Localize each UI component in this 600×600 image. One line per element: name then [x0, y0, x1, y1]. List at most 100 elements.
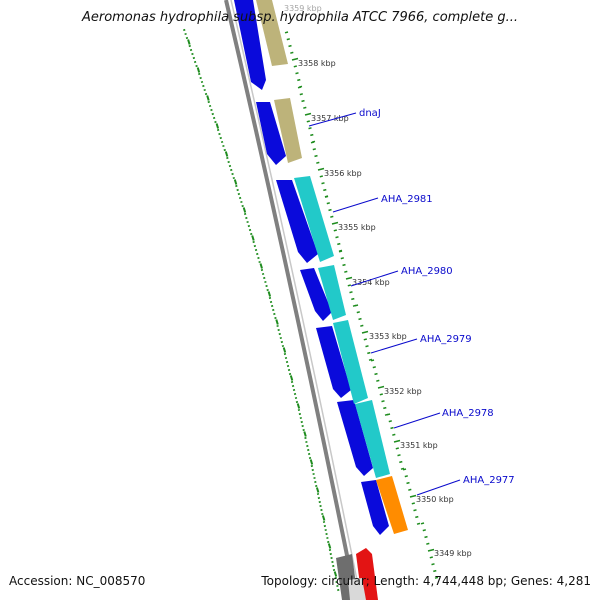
gc-tick: [272, 308, 275, 312]
gc-tick: [242, 207, 247, 213]
gc-tick: [245, 216, 248, 220]
ruler-tick: [370, 359, 375, 362]
gc-tick: [304, 436, 307, 440]
ruler-label: 3356 kbp: [324, 169, 362, 178]
gc-tick: [202, 84, 205, 88]
gene-label-aha-2979[interactable]: AHA_2979: [420, 334, 472, 345]
gc-tick: [266, 288, 269, 292]
cds-feature[interactable]: [316, 326, 351, 398]
gc-tick: [307, 448, 310, 452]
gc-tick: [223, 148, 226, 152]
gc-tick: [215, 123, 220, 129]
ruler-tick: [427, 548, 435, 552]
ruler-tick: [392, 433, 396, 436]
gene-label-aha-2981[interactable]: AHA_2981: [381, 194, 433, 205]
trna-feature[interactable]: [274, 98, 302, 163]
gc-tick: [306, 444, 309, 448]
ruler-tick: [310, 133, 314, 137]
other-gene-block[interactable]: [376, 476, 408, 534]
gc-tick: [268, 296, 272, 300]
ruler-tick: [415, 515, 419, 519]
gc-tick: [291, 384, 295, 388]
ruler-label: 3353 kbp: [369, 332, 407, 341]
ruler-tick: [288, 44, 292, 48]
gc-tick: [287, 368, 291, 372]
ruler-tick: [321, 182, 325, 185]
gene-labels: dnaJ AHA_2981 AHA_2980 AHA_2979 AHA_2978…: [359, 108, 515, 486]
gc-tick: [206, 95, 210, 101]
gc-tick: [289, 375, 294, 381]
gc-tick: [328, 548, 332, 552]
gc-tick: [247, 224, 251, 228]
ruler-tick: [299, 93, 303, 96]
gc-tick: [290, 380, 294, 384]
cds-feature[interactable]: [234, 0, 266, 90]
gc-tick: [277, 328, 280, 332]
gene-block[interactable]: [294, 176, 334, 262]
gc-tick: [332, 564, 335, 568]
gc-tick: [315, 487, 320, 493]
cds-feature[interactable]: [337, 400, 373, 476]
ruler-tick: [365, 345, 369, 348]
trna-feature[interactable]: [256, 0, 288, 66]
gene-label-dnaJ[interactable]: dnaJ: [359, 108, 381, 119]
ruler-tick: [393, 439, 401, 443]
gc-tick: [318, 500, 321, 504]
topology-summary: Topology: circular; Length: 4,744,448 bp…: [261, 574, 591, 588]
gene-block[interactable]: [355, 400, 390, 478]
ruler-tick: [310, 141, 315, 144]
gene-label-aha-2978[interactable]: AHA_2978: [442, 408, 494, 419]
ruler-tick: [340, 257, 344, 260]
ruler-tick: [377, 385, 385, 389]
ruler-tick: [402, 468, 407, 471]
gene-block[interactable]: [318, 265, 346, 320]
gc-tick: [301, 424, 304, 428]
ruler-tick: [324, 195, 329, 198]
ruler-tick: [291, 57, 299, 61]
gc-tick: [335, 580, 338, 584]
ruler-label: 3355 kbp: [338, 223, 376, 232]
gc-tick: [236, 188, 239, 192]
gc-tick: [285, 360, 289, 364]
ruler-tick: [409, 494, 417, 498]
ruler-tick: [408, 488, 412, 491]
cds-feature[interactable]: [276, 180, 318, 263]
gene-label-aha-2980[interactable]: AHA_2980: [401, 266, 453, 277]
gc-tick: [195, 64, 198, 68]
ruler-tick: [363, 338, 367, 341]
gc-tick: [212, 116, 216, 120]
gc-tick: [227, 160, 230, 164]
gc-tick: [252, 240, 255, 244]
ruler-tick: [306, 120, 310, 123]
ruler-label: 3358 kbp: [298, 59, 336, 68]
gc-tick: [292, 388, 296, 392]
ruler-tick: [317, 167, 325, 171]
ruler-tick: [308, 127, 312, 130]
cds-feature[interactable]: [361, 480, 389, 535]
cds-feature[interactable]: [300, 268, 332, 321]
gc-tick: [275, 319, 279, 325]
ruler-label: 3359 kbp: [284, 4, 322, 13]
ruler-tick: [358, 317, 362, 321]
gc-tick: [270, 304, 274, 308]
ruler-tick: [360, 324, 364, 327]
gene-block[interactable]: [333, 320, 368, 404]
gc-tick: [320, 508, 323, 512]
gc-tick: [308, 456, 312, 460]
gc-tick: [323, 524, 327, 528]
gene-label-aha-2977[interactable]: AHA_2977: [463, 475, 515, 486]
gc-tick: [241, 204, 244, 208]
ruler-tick: [351, 297, 355, 301]
cds-feature[interactable]: [256, 102, 286, 165]
gc-tick: [189, 48, 193, 52]
ruler-tick: [424, 535, 428, 539]
gc-tick: [257, 256, 260, 260]
ruler-tick: [297, 78, 301, 82]
ruler-label: 3350 kbp: [416, 495, 454, 504]
gc-tick: [204, 92, 208, 96]
gc-tick: [273, 312, 276, 316]
ruler-label: 3354 kbp: [352, 278, 390, 287]
ruler-tick: [429, 556, 433, 559]
ruler-tick: [331, 221, 339, 225]
light-feature[interactable]: [348, 578, 366, 600]
